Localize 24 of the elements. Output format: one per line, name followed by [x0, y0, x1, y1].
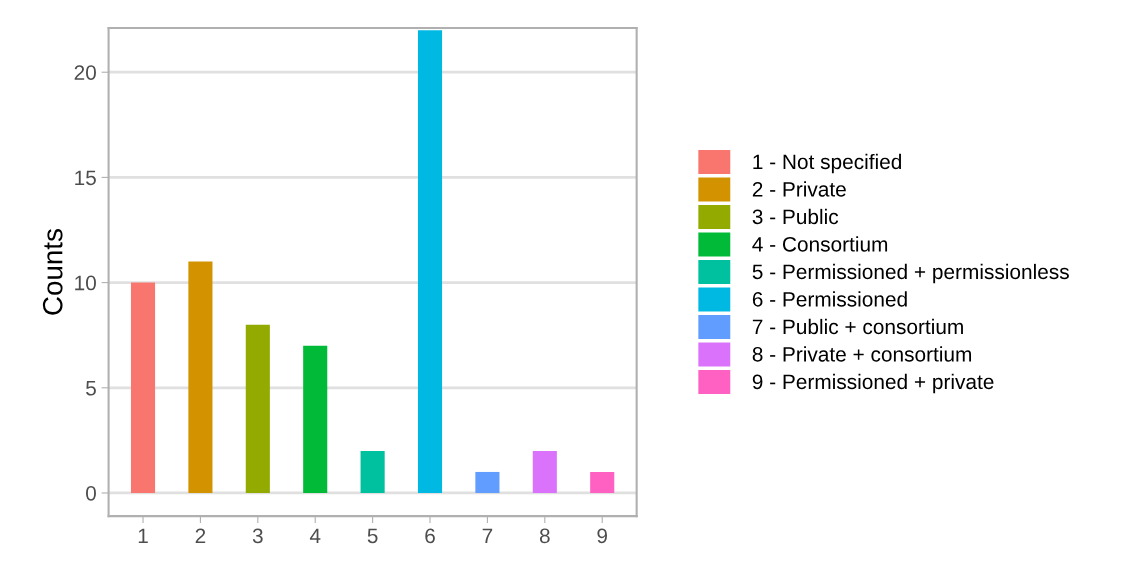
y-axis-title: Counts [42, 229, 63, 315]
x-tick-label: 6 [425, 528, 435, 544]
y-tick-label: 0 [86, 485, 96, 501]
y-tick-label: 10 [75, 275, 96, 291]
x-tick-label: 7 [482, 528, 493, 544]
legend-label: 1 - Not specified [753, 153, 901, 174]
legend-label: 4 - Consortium [752, 236, 888, 252]
x-tick-label: 5 [367, 528, 378, 544]
legend-label: 7 - Public + consortium [752, 318, 963, 335]
y-tick-label: 5 [86, 381, 96, 396]
x-tick-label: 4 [309, 528, 321, 544]
x-tick-label: 9 [597, 528, 608, 544]
legend-label: 5 - Permissioned + permissionless [752, 263, 1069, 284]
legend-label: 6 - Permissioned [752, 291, 907, 307]
legend-label: 2 - Private [752, 181, 846, 197]
x-tick-label: 8 [539, 528, 550, 544]
legend-label: 9 - Permissioned + private [752, 373, 994, 394]
x-tick-label: 3 [252, 528, 263, 544]
y-tick-label: 15 [75, 170, 96, 186]
legend-label: 3 - Public [752, 208, 839, 225]
x-tick-label: 2 [195, 528, 206, 544]
x-tick-label: 1 [138, 528, 148, 544]
legend-label: 8 - Private + consortium [752, 346, 972, 362]
y-tick-label: 20 [74, 65, 96, 80]
